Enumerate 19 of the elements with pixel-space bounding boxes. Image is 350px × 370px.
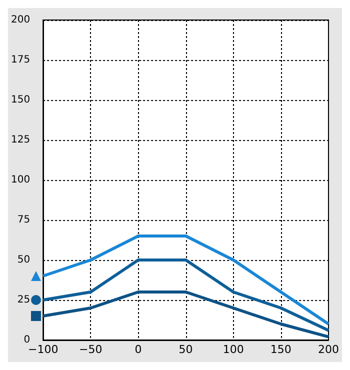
line-series (42, 234, 330, 326)
x-tick-label: 150 (270, 343, 292, 356)
y-tick-label: 200 (10, 14, 30, 26)
y-tick-label: 100 (10, 174, 30, 186)
x-tick-label: 100 (222, 343, 244, 356)
y-tick-label: 75 (17, 214, 30, 226)
line-series (42, 290, 330, 338)
y-tick-label: 50 (17, 254, 30, 266)
x-tick-label: 50 (178, 343, 193, 356)
x-tick-label: −50 (79, 343, 102, 356)
y-tick-label: 0 (24, 334, 30, 346)
y-tick-label: 175 (10, 54, 30, 66)
y-tick-label: 125 (10, 134, 30, 146)
y-tick-label: 150 (10, 94, 30, 106)
x-tick-label: −100 (28, 343, 58, 356)
x-tick-label: 0 (134, 343, 142, 356)
line-series (42, 258, 330, 332)
y-tick-label: 25 (17, 294, 30, 306)
x-tick-label: 200 (318, 343, 339, 356)
